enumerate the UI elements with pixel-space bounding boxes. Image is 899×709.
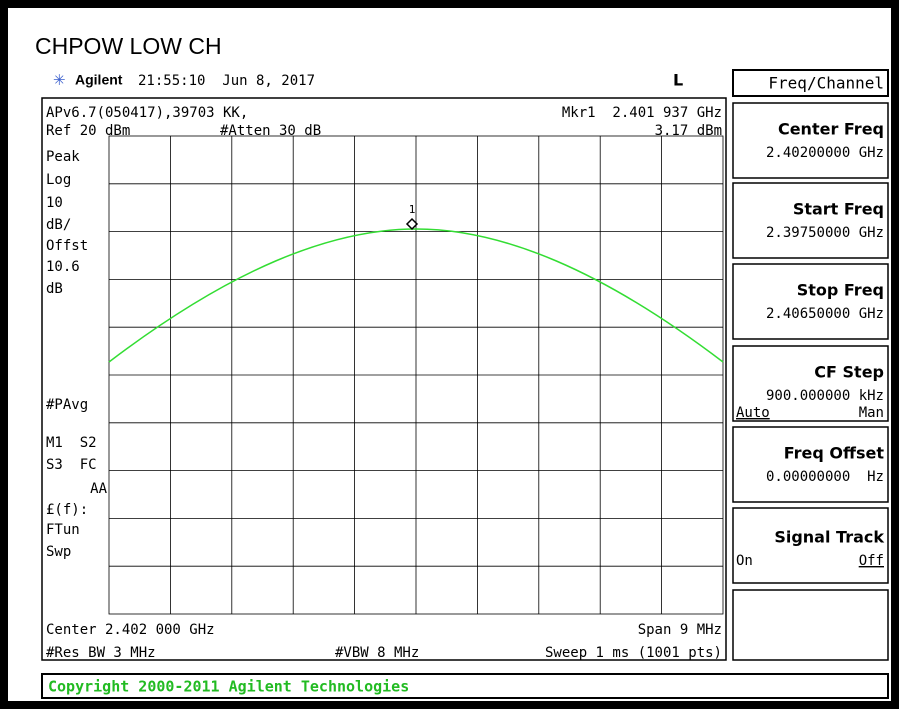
side-label: #PAvg <box>46 397 88 413</box>
softkey[interactable] <box>732 507 889 584</box>
info-line: APv6.7(050417),39703 KK, <box>46 105 248 121</box>
vbw: #VBW 8 MHz <box>335 645 419 661</box>
attenuation: #Atten 30 dB <box>220 123 321 139</box>
graticule <box>108 135 724 615</box>
softkey[interactable] <box>732 102 889 179</box>
menu-title-box <box>732 69 889 97</box>
side-label: S3 FC <box>46 457 97 473</box>
menu-title: Freq/Channel <box>768 74 884 93</box>
center-freq: Center 2.402 000 GHz <box>46 622 215 638</box>
softkey-value: 900.000000 kHz <box>766 388 884 404</box>
span: Span 9 MHz <box>638 622 722 638</box>
softkey-label: Start Freq <box>793 200 884 219</box>
softkey[interactable] <box>732 263 889 340</box>
side-label: Log <box>46 172 71 188</box>
side-label: Offst <box>46 238 88 254</box>
marker <box>405 217 419 231</box>
side-label: dB <box>46 281 63 297</box>
softkey-label: Center Freq <box>778 120 884 139</box>
softkey-option: Off <box>859 553 884 569</box>
softkey-label: Freq Offset <box>784 444 885 463</box>
softkey-empty[interactable] <box>732 589 889 661</box>
marker-number: 1 <box>409 203 416 216</box>
softkeys: Center Freq 2.40200000 GHz Start Freq 2.397… <box>732 102 889 584</box>
screen-frame <box>41 97 727 661</box>
softkey-label: Stop Freq <box>797 281 884 300</box>
trace <box>108 228 724 363</box>
side-label: FTun <box>46 522 80 538</box>
marker-value: 3.17 dBm <box>655 123 722 139</box>
softkey-label: Signal Track <box>774 528 884 547</box>
indicator: L <box>673 71 683 90</box>
softkey-option: Man <box>859 405 884 421</box>
agilent-logo: ✳ <box>53 72 66 89</box>
sweep: Sweep 1 ms (1001 pts) <box>545 645 722 661</box>
softkey[interactable] <box>732 426 889 503</box>
softkey[interactable] <box>732 182 889 259</box>
brand: Agilent <box>75 72 123 88</box>
softkey[interactable] <box>732 345 889 422</box>
softkey-value: 2.40200000 GHz <box>766 145 884 161</box>
side-label: M1 S2 <box>46 435 97 451</box>
side-label: dB/ <box>46 217 71 233</box>
footer-bar <box>41 673 889 699</box>
side-label: 10.6 <box>46 259 80 275</box>
date-time: 21:55:10 Jun 8, 2017 <box>138 73 315 89</box>
page-title: CHPOW LOW CH <box>35 33 222 59</box>
softkey-value: 2.40650000 GHz <box>766 306 884 322</box>
marker-freq: Mkr1 2.401 937 GHz <box>562 105 722 121</box>
copyright: Copyright 2000-2011 Agilent Technologies <box>48 678 409 696</box>
side-label: Swp <box>46 544 71 560</box>
softkey-label: CF Step <box>814 363 884 382</box>
side-label: AA <box>90 481 107 497</box>
softkey-value: 2.39750000 GHz <box>766 225 884 241</box>
softkey-value: 0.00000000 Hz <box>766 469 884 485</box>
rbw: #Res BW 3 MHz <box>46 645 156 661</box>
side-label: £(f): <box>46 502 88 518</box>
ref-level: Ref 20 dBm <box>46 123 130 139</box>
side-label: Peak <box>46 149 80 165</box>
softkey-option: Auto <box>736 405 770 421</box>
softkey-option: On <box>736 553 753 569</box>
side-label: 10 <box>46 195 63 211</box>
